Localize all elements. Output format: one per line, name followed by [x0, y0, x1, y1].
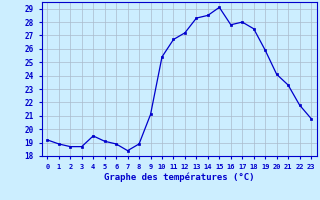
- X-axis label: Graphe des températures (°C): Graphe des températures (°C): [104, 172, 254, 182]
